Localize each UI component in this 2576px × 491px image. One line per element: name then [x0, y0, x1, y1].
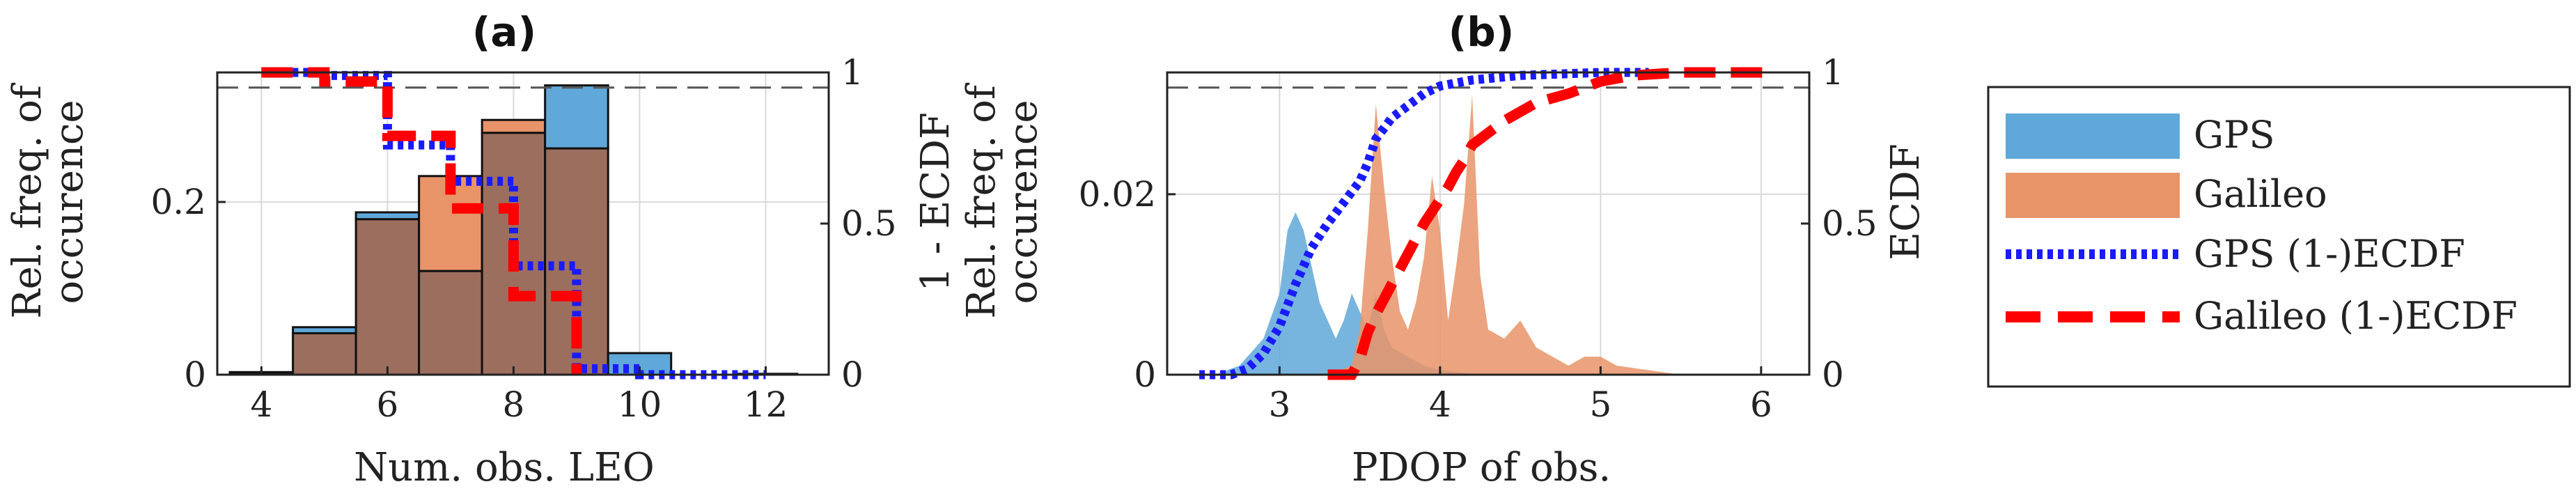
panel-a-title: (a)	[472, 8, 536, 56]
legend-label-gps-ecdf: GPS (1-)ECDF	[2194, 232, 2465, 276]
b-xtick-label-2: 5	[1589, 384, 1611, 425]
a-ytick-right-label-1: 0.5	[841, 203, 897, 244]
a-bar-overlap-2	[354, 218, 421, 376]
panel-b-title: (b)	[1449, 8, 1515, 56]
b-ytick-right-label-1: 0.5	[1822, 203, 1878, 244]
panel-b-ylabel-line2: occurence	[1001, 100, 1046, 304]
legend: GPS Galileo GPS (1-)ECDF Galileo (1-)ECD…	[1987, 86, 2571, 388]
legend-label-galileo-ecdf: Galileo (1-)ECDF	[2194, 294, 2518, 338]
legend-swatch-gps	[2006, 114, 2180, 159]
b-ytick-label-1: 0.02	[1079, 174, 1156, 215]
a-xtick-label-0: 4	[250, 384, 272, 425]
a-ytick-label-0: 0	[184, 354, 206, 395]
a-xtick-label-4: 12	[744, 384, 788, 425]
b-axes-box	[1166, 71, 1811, 376]
a-bar-overlap-3	[418, 270, 483, 376]
b-ytick-right-label-2: 1	[1822, 52, 1844, 93]
b-ytick-right-label-0: 0	[1822, 354, 1844, 395]
panel-b-ylabel-line1: Rel. freq. of	[959, 82, 1004, 319]
legend-label-gps: GPS	[2194, 113, 2274, 157]
legend-swatch-galileo	[2006, 173, 2180, 218]
a-xtick-label-1: 6	[376, 384, 398, 425]
panel-b-xlabel: PDOP of obs.	[1352, 445, 1611, 490]
b-xtick-label-3: 6	[1750, 384, 1772, 425]
b-density-gps	[1215, 212, 1505, 375]
panel-a: (a) Num. obs. LEO Rel. freq. of occurenc…	[5, 8, 958, 490]
panel-b: (b) PDOP of obs. Rel. freq. of occurence…	[959, 8, 1928, 490]
b-ecdf-gps	[1199, 68, 1649, 380]
panel-a-ylabel-right: 1 - ECDF	[913, 112, 958, 292]
panel-a-ylabel-line2: occurence	[47, 100, 92, 304]
a-xtick-label-2: 8	[503, 384, 525, 425]
a-bar-top-5	[544, 84, 609, 150]
b-density-galileo	[1327, 95, 1681, 375]
a-ytick-right-label-2: 1	[841, 52, 864, 93]
a-bar-overlap-1	[292, 332, 357, 376]
b-ytick-label-0: 0	[1134, 354, 1156, 395]
a-bar-top-4	[481, 118, 547, 134]
legend-label-galileo: Galileo	[2194, 172, 2327, 216]
a-xtick-label-3: 10	[618, 384, 662, 425]
b-xtick-label-0: 3	[1268, 384, 1290, 425]
panel-a-xlabel: Num. obs. LEO	[354, 445, 655, 490]
a-ytick-right-label-0: 0	[841, 354, 864, 395]
b-ecdf-galileo	[1327, 67, 1777, 380]
a-ecdf-galileo	[261, 67, 582, 375]
b-xtick-label-1: 4	[1429, 384, 1451, 425]
a-ytick-label-1: 0.2	[150, 182, 206, 222]
panel-b-ylabel-right: ECDF	[1883, 143, 1928, 260]
panel-a-ylabel-line1: Rel. freq. of	[5, 82, 50, 319]
